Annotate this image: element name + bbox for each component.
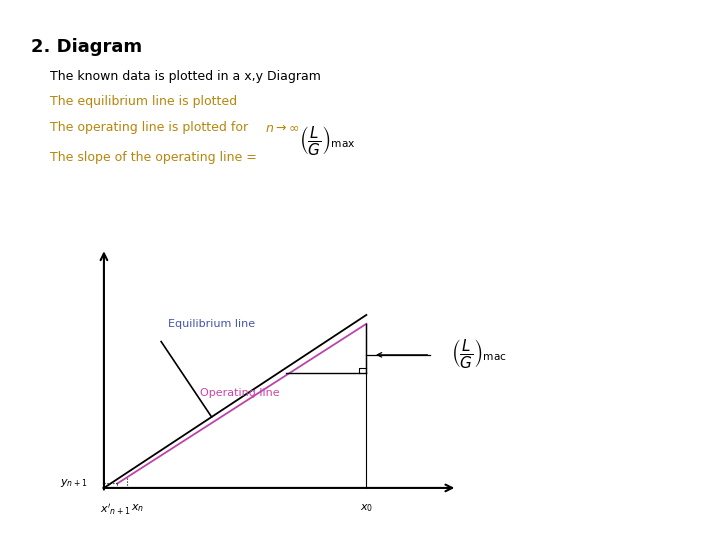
Text: $x_n$: $x_n$ xyxy=(131,502,144,514)
Text: 2. Diagram: 2. Diagram xyxy=(31,38,142,56)
Text: Equilibrium line: Equilibrium line xyxy=(168,319,255,329)
Text: $\left(\dfrac{L}{G}\right)_{\mathrm{max}}$: $\left(\dfrac{L}{G}\right)_{\mathrm{max}… xyxy=(299,124,356,157)
Text: $n \rightarrow \infty$: $n \rightarrow \infty$ xyxy=(265,122,300,134)
Text: $x_0$: $x_0$ xyxy=(360,502,373,514)
Text: The slope of the operating line =: The slope of the operating line = xyxy=(50,151,261,164)
Text: $\left(\dfrac{L}{G}\right)_{\mathrm{mac}}$: $\left(\dfrac{L}{G}\right)_{\mathrm{mac}… xyxy=(451,338,507,370)
Text: The known data is plotted in a x,y Diagram: The known data is plotted in a x,y Diagr… xyxy=(50,70,321,83)
Text: The operating line is plotted for: The operating line is plotted for xyxy=(50,122,253,134)
Text: $y_{n+1}$: $y_{n+1}$ xyxy=(60,477,87,489)
Text: The equilibrium line is plotted: The equilibrium line is plotted xyxy=(50,94,238,107)
Text: $x'_{n+1}$: $x'_{n+1}$ xyxy=(100,502,131,517)
Text: Operating line: Operating line xyxy=(200,388,279,397)
